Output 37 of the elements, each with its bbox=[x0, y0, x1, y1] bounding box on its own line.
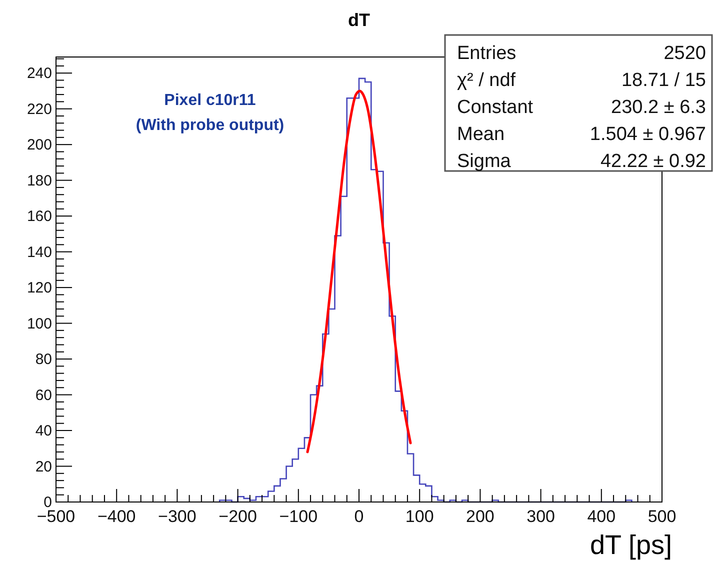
annotation: Pixel c10r11 bbox=[164, 92, 256, 109]
chart-title: dT bbox=[348, 10, 370, 30]
annotation: (With probe output) bbox=[136, 117, 284, 134]
annotation: 42.22 ± 0.92 bbox=[600, 151, 706, 172]
annotation: Constant bbox=[457, 97, 534, 118]
y-tick-label: 240 bbox=[26, 65, 52, 82]
x-tick-label: 200 bbox=[466, 507, 494, 526]
y-tick-label: 180 bbox=[26, 172, 52, 190]
y-tick-label: 20 bbox=[35, 458, 52, 476]
x-tick-label: −100 bbox=[279, 507, 318, 526]
annotation: χ² / ndf bbox=[457, 70, 516, 91]
y-tick-label: 100 bbox=[26, 315, 52, 332]
x-tick-label: −400 bbox=[97, 507, 136, 526]
y-tick-label: 80 bbox=[35, 351, 52, 368]
y-tick-label: 140 bbox=[26, 244, 52, 261]
annotation: Sigma bbox=[457, 151, 512, 172]
x-tick-label: 100 bbox=[405, 507, 434, 526]
annotation: 18.71 / 15 bbox=[621, 70, 706, 91]
line-series bbox=[306, 90, 412, 454]
text: 2520 bbox=[664, 43, 706, 64]
annotation: Mean bbox=[457, 124, 505, 145]
x-tick-label: 400 bbox=[587, 507, 616, 526]
annotation: Entries bbox=[457, 43, 516, 64]
x-tick-label: 300 bbox=[526, 507, 555, 526]
y-tick-label: 160 bbox=[26, 208, 52, 226]
x-tick-label: −300 bbox=[158, 507, 196, 526]
annotation: 1.504 ± 0.967 bbox=[590, 124, 706, 145]
y-tick-label: 40 bbox=[35, 422, 52, 440]
y-tick-label: 120 bbox=[26, 280, 52, 297]
y-tick-label: 200 bbox=[26, 136, 52, 154]
y-tick-label: 60 bbox=[35, 386, 52, 404]
x-axis-title: dT [ps] bbox=[590, 530, 672, 560]
x-tick-label: 500 bbox=[648, 507, 676, 526]
x-tick-label: 0 bbox=[354, 507, 364, 526]
x-tick-label: −200 bbox=[218, 507, 257, 526]
annotation: 230.2 ± 6.3 bbox=[611, 97, 706, 118]
y-tick-label: 220 bbox=[26, 100, 52, 118]
